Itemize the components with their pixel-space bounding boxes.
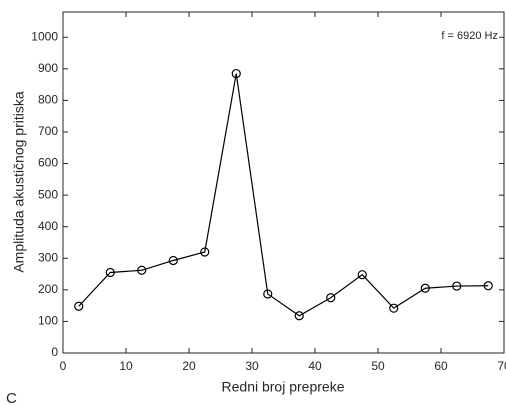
x-tick-label: 70 [497, 359, 506, 373]
x-tick-label: 20 [182, 359, 196, 373]
x-axis-label: Redni broj prepreke [222, 379, 345, 395]
y-tick-label: 500 [38, 187, 58, 201]
x-tick-label: 0 [60, 359, 67, 373]
y-tick-label: 0 [51, 345, 58, 359]
y-tick-label: 1000 [31, 29, 58, 43]
data-point [105, 267, 115, 278]
data-point [231, 68, 241, 79]
data-point [389, 303, 399, 313]
data-point [263, 289, 273, 299]
x-tick-label: 40 [308, 359, 322, 373]
y-tick-label: 700 [38, 124, 58, 138]
data-point [483, 281, 493, 291]
x-tick-label: 50 [371, 359, 385, 373]
data-point [137, 265, 147, 275]
data-line [78, 73, 489, 317]
y-axis-label: Amplituda akustičnog pritiska [11, 91, 27, 273]
panel-label: C [6, 390, 17, 406]
data-point [357, 270, 367, 280]
x-tick-label: 10 [119, 359, 133, 373]
y-tick-label: 100 [38, 314, 58, 328]
data-point [168, 255, 178, 266]
y-tick-label: 800 [38, 93, 58, 107]
data-point [326, 293, 336, 303]
data-point [420, 283, 430, 293]
x-tick-label: 30 [245, 359, 259, 373]
x-tick-label: 60 [434, 359, 448, 373]
data-point [452, 281, 462, 291]
data-point [294, 311, 304, 321]
y-tick-label: 400 [38, 219, 58, 233]
y-tick-label: 300 [38, 250, 58, 264]
data-point [200, 247, 210, 257]
y-tick-label: 200 [38, 282, 58, 296]
plot-frame [62, 11, 505, 354]
y-tick-label: 900 [38, 61, 58, 75]
annotation: f = 6920 Hz [441, 30, 498, 42]
data-point [74, 301, 84, 311]
y-tick-label: 600 [38, 156, 58, 170]
